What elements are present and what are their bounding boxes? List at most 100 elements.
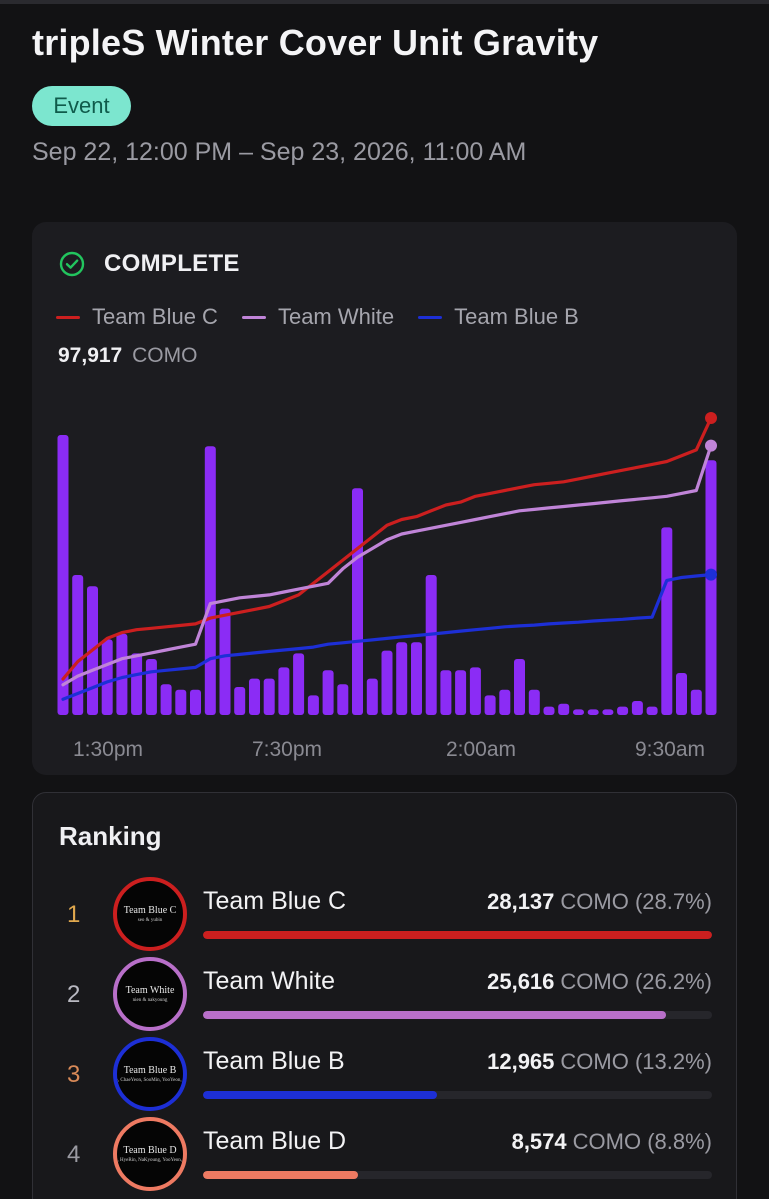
chart-bar xyxy=(617,706,629,715)
chart-bar xyxy=(160,684,172,715)
legend-item-team-blue-c[interactable]: Team Blue C xyxy=(56,304,218,330)
series-line xyxy=(61,416,713,681)
series-line xyxy=(61,444,713,687)
team-name: Team Blue D xyxy=(203,1127,347,1155)
legend-item-team-blue-b[interactable]: Team Blue B xyxy=(418,304,579,330)
ranking-row[interactable]: 4 Team Blue DSeoAh, HyeRin, NaKyoung, Yoo… xyxy=(33,1117,738,1197)
chart-bar xyxy=(646,706,658,715)
team-stat: 12,965 COMO (13.2%) xyxy=(487,1049,712,1075)
rank-number: 4 xyxy=(67,1141,81,1168)
event-type-badge: Event xyxy=(32,86,131,126)
chart-bar xyxy=(587,709,599,715)
avatar-subtitle: nien & nakyoung xyxy=(132,997,168,1003)
chart-bar xyxy=(190,689,201,715)
chart-bar xyxy=(543,706,555,715)
avatar-title: Team Blue C xyxy=(123,904,177,916)
legend-label: Team White xyxy=(277,304,395,329)
page-title: tripleS Winter Cover Unit Gravity xyxy=(32,22,599,63)
team-como-unit-percent: COMO (13.2%) xyxy=(560,1049,712,1074)
status-row: COMPLETE xyxy=(58,250,240,278)
legend-item-team-white[interactable]: Team White xyxy=(241,304,395,330)
team-name: Team Blue B xyxy=(203,1047,345,1075)
chart-bar xyxy=(573,709,584,715)
ranking-row[interactable]: 2 Team White nien & nakyoung Team White 25,6… xyxy=(33,957,738,1037)
chart-bar xyxy=(175,689,187,715)
chart-bar xyxy=(131,653,143,715)
chart-bar xyxy=(411,642,422,715)
progress-fill xyxy=(203,1171,359,1179)
como-chart[interactable]: 1:30pm 7:30pm 2:00am 9:30am xyxy=(32,222,737,775)
progress-track xyxy=(203,1091,712,1099)
chart-bar xyxy=(116,633,128,715)
chart-bar xyxy=(322,670,334,715)
event-date-range: Sep 22, 12:00 PM – Sep 23, 2026, 11:00 A… xyxy=(32,138,527,166)
chart-bar xyxy=(528,689,540,715)
total-value: 97,917 xyxy=(58,344,123,367)
chart-bar xyxy=(455,670,467,715)
chart-bar xyxy=(396,642,408,715)
top-divider xyxy=(0,0,769,4)
chart-bar xyxy=(293,653,305,715)
series-endpoint xyxy=(705,568,717,581)
chart-bar xyxy=(469,667,481,715)
chart-bar xyxy=(352,488,363,715)
chart-bar xyxy=(57,435,69,715)
legend-swatch xyxy=(241,315,266,319)
team-stat: 25,616 COMO (26.2%) xyxy=(487,969,712,995)
team-avatar: Team Blue DSeoAh, HyeRin, NaKyoung, YooY… xyxy=(113,1117,187,1191)
chart-bar xyxy=(484,695,496,715)
chart-card: COMPLETE Team Blue C Team White Team Blu… xyxy=(32,222,737,775)
team-como-value: 28,137 xyxy=(487,889,555,914)
team-como-unit-percent: COMO (8.8%) xyxy=(572,1129,712,1154)
team-como-value: 8,574 xyxy=(511,1129,567,1154)
team-avatar: Team Blue BSeoYeon, JiWoo, ChaeYeon, Soo… xyxy=(113,1037,187,1111)
chart-bar xyxy=(307,695,319,715)
team-name: Team Blue C xyxy=(203,887,347,915)
chart-bar xyxy=(101,639,113,715)
chart-bar xyxy=(249,678,260,715)
legend-swatch xyxy=(418,315,443,319)
avatar-subtitle: SeoYeon, JiWoo, ChaeYeon, SooMin, YooYeo… xyxy=(113,1077,187,1083)
rank-number: 1 xyxy=(67,901,81,928)
chart-legend: Team Blue C Team White Team Blue B xyxy=(56,304,603,330)
team-stat: 28,137 COMO (28.7%) xyxy=(487,889,712,915)
total-unit: COMO xyxy=(132,344,198,367)
chart-bar xyxy=(676,673,687,715)
team-como-unit-percent: COMO (28.7%) xyxy=(560,889,712,914)
progress-fill xyxy=(203,931,712,939)
status-label: COMPLETE xyxy=(104,250,240,277)
team-name: Team White xyxy=(203,967,335,995)
chart-bar xyxy=(499,689,511,715)
progress-track xyxy=(203,1171,712,1179)
x-tick-label: 1:30pm xyxy=(73,738,143,761)
series-line xyxy=(61,573,713,701)
chart-bar xyxy=(514,659,525,715)
chart-bar xyxy=(661,527,673,715)
series-endpoint xyxy=(705,412,717,424)
chart-bar xyxy=(705,460,717,715)
rank-number: 2 xyxy=(67,981,81,1008)
progress-track xyxy=(203,1011,712,1019)
progress-track xyxy=(203,931,712,939)
chart-bar xyxy=(690,689,702,715)
chart-bar xyxy=(145,659,157,715)
avatar-title: Team Blue B xyxy=(123,1064,177,1076)
chart-bar xyxy=(631,701,643,715)
team-como-unit-percent: COMO (26.2%) xyxy=(560,969,712,994)
chart-bar xyxy=(278,667,290,715)
legend-label: Team Blue B xyxy=(454,304,579,329)
chart-bar xyxy=(440,670,452,715)
chart-bar xyxy=(366,678,378,715)
chart-bar xyxy=(263,678,275,715)
team-stat: 8,574 COMO (8.8%) xyxy=(512,1129,712,1155)
chart-bar xyxy=(381,650,393,715)
team-avatar: Team White nien & nakyoung xyxy=(113,957,187,1031)
chart-bar xyxy=(425,575,437,715)
rank-number: 3 xyxy=(67,1061,81,1088)
series-endpoint xyxy=(705,439,717,452)
avatar-title: Team White xyxy=(125,984,175,996)
